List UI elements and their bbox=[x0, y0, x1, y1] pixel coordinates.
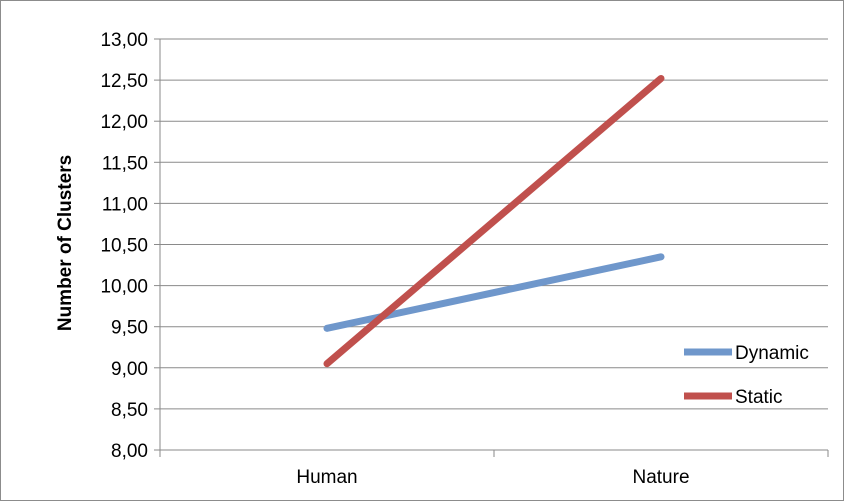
y-axis-title: Number of Clusters bbox=[55, 155, 76, 331]
y-tick-label: 11,50 bbox=[102, 153, 148, 174]
gridlines bbox=[160, 38, 828, 410]
y-tick-label: 13,00 bbox=[100, 30, 148, 51]
y-tick-label: 8,00 bbox=[111, 441, 148, 462]
y-tick-label: 10,00 bbox=[100, 277, 148, 298]
series-line-static bbox=[323, 74, 665, 368]
y-tick-label: 11,00 bbox=[102, 194, 148, 215]
legend: Dynamic Static bbox=[684, 343, 809, 408]
y-tick-label: 12,00 bbox=[100, 112, 148, 133]
series-lines bbox=[323, 74, 665, 368]
x-tick-label: Human bbox=[296, 467, 357, 488]
axes bbox=[154, 38, 829, 457]
y-tick-label: 9,50 bbox=[111, 318, 148, 339]
y-tick-label: 9,00 bbox=[111, 359, 148, 380]
y-tick-label: 10,50 bbox=[100, 236, 148, 257]
y-tick-label: 12,50 bbox=[100, 71, 148, 92]
legend-label-static: Static bbox=[735, 387, 783, 408]
x-tick-label: Nature bbox=[632, 467, 689, 488]
tick-labels: 8,00 8,50 9,00 9,50 10,00 10,50 11,00 11,50 12,0… bbox=[100, 30, 689, 488]
legend-label-dynamic: Dynamic bbox=[735, 343, 809, 364]
y-tick-label: 8,50 bbox=[111, 400, 148, 421]
